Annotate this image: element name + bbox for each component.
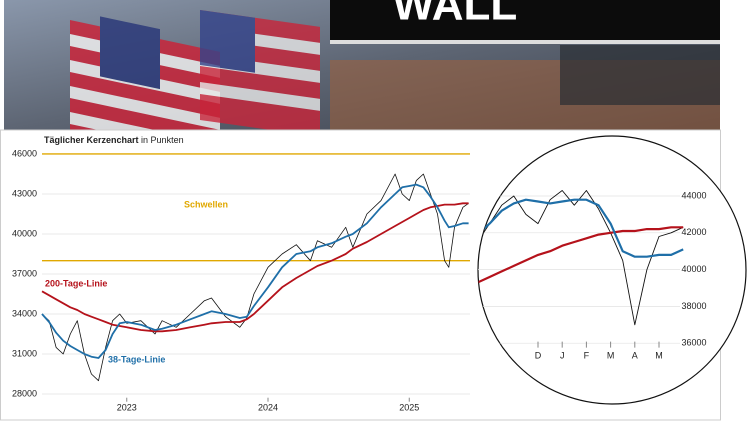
x-tick-label: 2025 — [399, 402, 419, 412]
y-tick-label: 43000 — [12, 188, 37, 198]
subtitle: in Punkten — [141, 135, 184, 145]
series-line — [41, 202, 469, 333]
x-tick-label: M — [655, 350, 663, 360]
x-tick-label: F — [584, 350, 590, 360]
y-tick-label: 38000 — [681, 301, 706, 311]
series-line — [478, 198, 684, 258]
x-tick-label: M — [607, 350, 615, 360]
threshold-label: Schwellen — [184, 199, 228, 209]
x-tick-label: 2024 — [258, 402, 278, 412]
x-tick-label: 2023 — [117, 402, 137, 412]
x-tick-label: J — [560, 350, 565, 360]
y-tick-label: 36000 — [681, 338, 706, 348]
y-tick-label: 44000 — [681, 190, 706, 200]
title: Täglicher Kerzenchart — [44, 135, 139, 145]
series-line — [41, 173, 469, 382]
y-tick-label: 31000 — [12, 348, 37, 358]
x-tick-label: A — [632, 350, 638, 360]
y-tick-label: 34000 — [12, 308, 37, 318]
sign-text: WALL — [393, 0, 518, 30]
series-line — [478, 226, 684, 284]
series-label: 200-Tage-Linie — [45, 278, 107, 288]
y-tick-label: 40000 — [681, 264, 706, 274]
y-tick-label: 46000 — [12, 148, 37, 158]
header-photo: WALL — [4, 0, 720, 130]
y-tick-label: 28000 — [12, 388, 37, 398]
main-chart: 28000 31000 34000 37000 40000 43000 46000 2023 2… — [12, 148, 470, 412]
y-tick-label: 37000 — [12, 268, 37, 278]
x-tick-label: D — [535, 350, 542, 360]
y-tick-label: 42000 — [681, 227, 706, 237]
series-line — [41, 183, 469, 359]
y-tick-label: 40000 — [12, 228, 37, 238]
chart-title: Täglicher Kerzenchart in Punkten — [44, 135, 184, 145]
series-label: 38-Tage-Linie — [108, 354, 165, 364]
series-line — [478, 190, 684, 326]
